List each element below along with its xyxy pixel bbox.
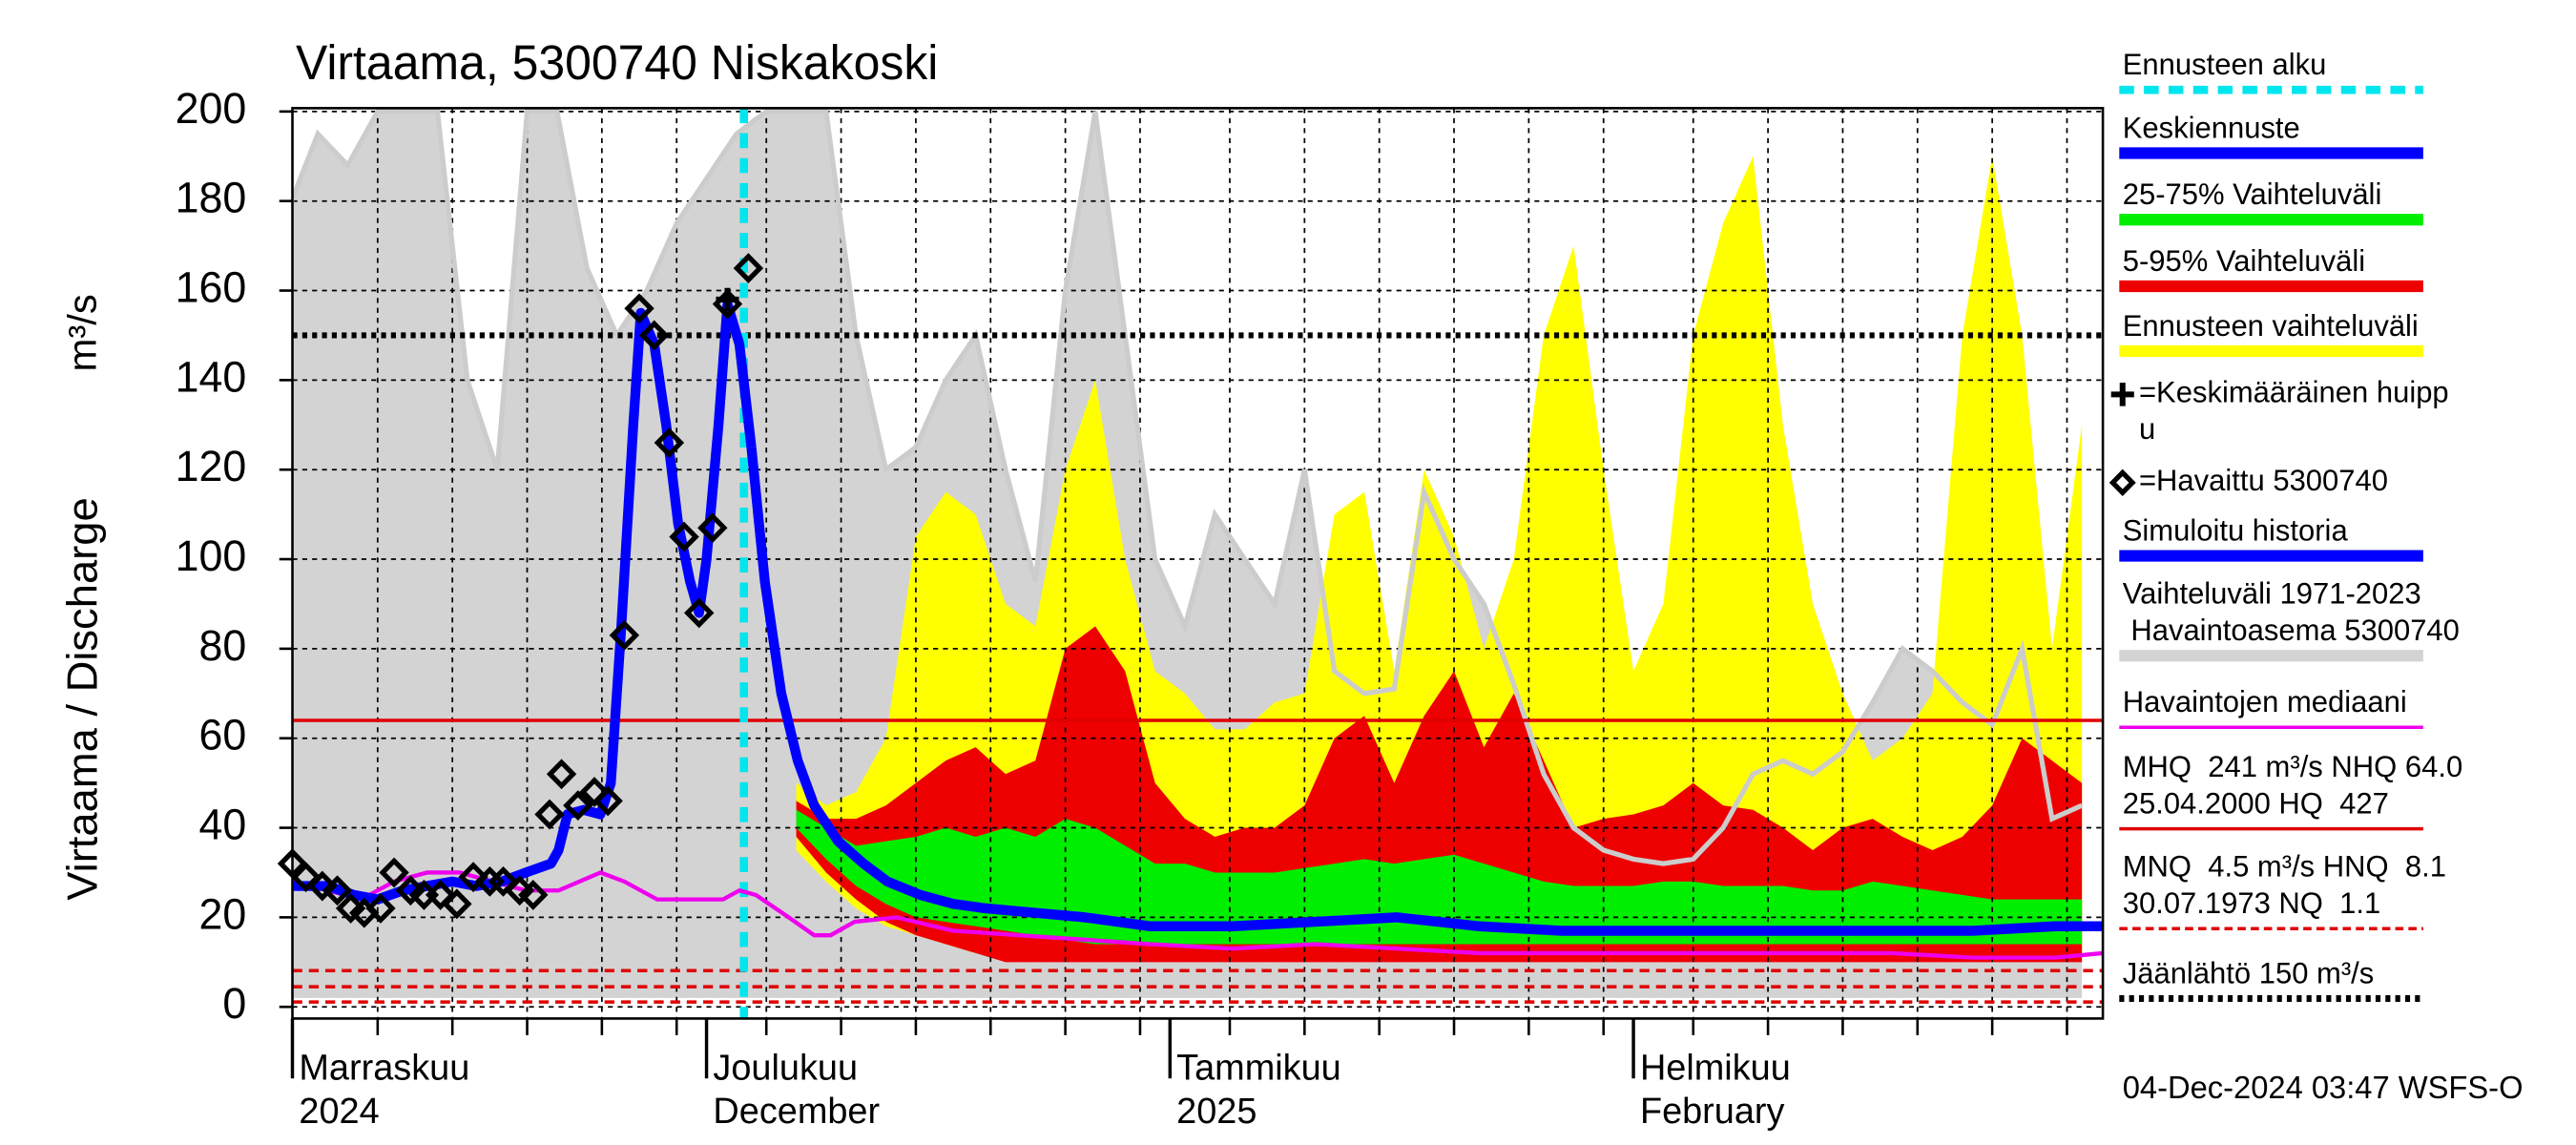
y-axis-label: Virtaama / Discharge <box>58 497 107 900</box>
x-tick-label: Joulukuu <box>713 1047 858 1088</box>
observed-point <box>379 857 409 888</box>
legend-label: Ennusteen vaihteluväli <box>2123 309 2419 343</box>
observed-point <box>322 875 353 906</box>
observed-point <box>442 888 472 920</box>
observed-point <box>579 777 610 807</box>
legend-label: MNQ 4.5 m³/s HNQ 8.1 <box>2123 850 2446 884</box>
legend-label: 25-75% Vaihteluväli <box>2123 177 2382 211</box>
observed-point <box>546 759 577 790</box>
observed-point <box>697 512 728 544</box>
legend-label: Simuloitu historia <box>2123 513 2349 547</box>
range-edge <box>292 109 2084 866</box>
legend-label: 25.04.2000 HQ 427 <box>2123 786 2389 820</box>
y-tick-label: 20 <box>199 889 247 938</box>
legend-marker <box>2109 468 2136 496</box>
legend-label: Havaintoasema 5300740 <box>2123 614 2460 647</box>
range-band <box>796 809 2083 945</box>
chart-title: Virtaama, 5300740 Niskakoski <box>296 36 938 90</box>
observed-point <box>684 597 715 629</box>
observed-point <box>534 799 565 830</box>
observed-point <box>639 320 670 351</box>
observed-point <box>518 880 549 910</box>
observed-point <box>488 865 519 897</box>
plot-area <box>292 108 2104 1019</box>
observed-point <box>277 848 308 880</box>
observed-point <box>458 862 488 893</box>
y-tick-label: 80 <box>199 621 247 670</box>
x-tick-label: Helmikuu <box>1640 1047 1791 1088</box>
observed-point <box>563 790 593 822</box>
y-tick-label: 140 <box>176 352 247 401</box>
legend-label: =Havaittu 5300740 <box>2139 464 2388 497</box>
y-tick-label: 200 <box>176 84 247 133</box>
legend-label: Keskiennuste <box>2123 111 2300 144</box>
observed-point <box>624 293 654 324</box>
x-tick-sublabel: December <box>713 1091 880 1132</box>
legend-label: MHQ 241 m³/s NHQ 64.0 <box>2123 750 2462 783</box>
legend-label: Ennusteen alku <box>2123 48 2327 81</box>
legend-label: Havaintojen mediaani <box>2123 685 2407 718</box>
y-tick-label: 60 <box>199 710 247 759</box>
observed-point <box>592 785 623 817</box>
y-tick-label: 180 <box>176 173 247 221</box>
observed-point <box>307 870 338 902</box>
observed-point <box>425 880 456 910</box>
legend-marker <box>2110 383 2134 406</box>
plot-frame <box>291 107 2105 1020</box>
x-tick-label: Marraskuu <box>299 1047 469 1088</box>
mean-peak <box>716 287 739 312</box>
y-axis-unit: m³/s <box>60 294 105 371</box>
legend-label: =Keskimääräinen huipp <box>2139 375 2449 408</box>
y-tick-label: 0 <box>222 979 246 1028</box>
observed-point <box>654 427 685 458</box>
observed-point <box>669 521 699 552</box>
legend-label: 5-95% Vaihteluväli <box>2123 244 2365 278</box>
footer: 04-Dec-2024 03:47 WSFS-O <box>2123 1070 2524 1105</box>
x-tick-sublabel: February <box>1640 1091 1785 1132</box>
observed-point <box>365 893 396 924</box>
x-tick-label: Tammikuu <box>1176 1047 1341 1088</box>
y-tick-label: 40 <box>199 800 247 848</box>
observed-point <box>290 862 322 893</box>
legend-label: Jäänlähtö 150 m³/s <box>2123 956 2375 989</box>
observed-point <box>733 253 764 283</box>
y-tick-label: 120 <box>176 442 247 490</box>
y-tick-label: 100 <box>176 531 247 580</box>
legend-label: Vaihteluväli 1971-2023 <box>2123 577 2421 611</box>
x-tick-sublabel: 2025 <box>1176 1091 1257 1132</box>
series-line <box>746 447 2104 936</box>
x-tick-sublabel: 2024 <box>299 1091 379 1132</box>
observed-point <box>609 619 640 651</box>
y-tick-label: 160 <box>176 262 247 311</box>
legend-label: u <box>2139 412 2155 446</box>
legend-label: 30.07.1973 NQ 1.1 <box>2123 886 2380 920</box>
